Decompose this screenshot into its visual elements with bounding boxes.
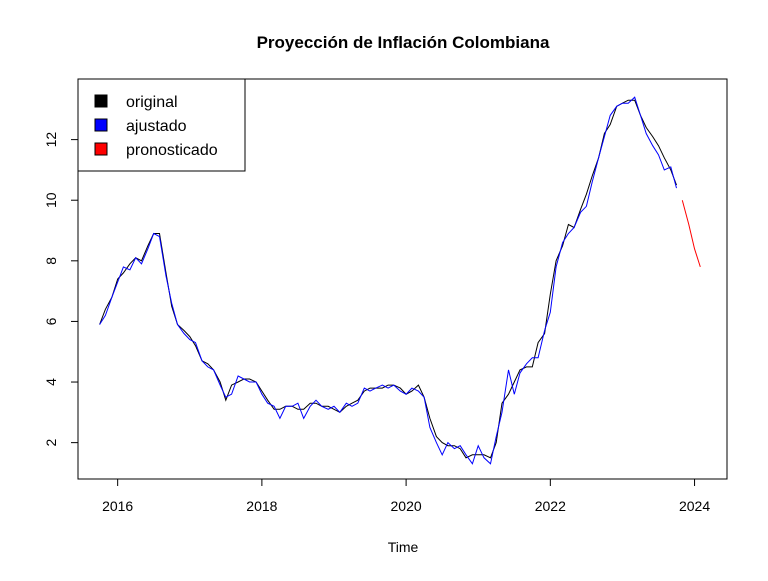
y-tick-label: 10 [43,192,59,208]
x-tick-label: 2018 [246,498,277,514]
legend-entry-pronosticado: pronosticado [94,142,218,159]
legend-entry-ajustado: ajustado [94,118,187,135]
y-tick-label: 6 [43,317,59,325]
x-tick-label: 2016 [102,498,133,514]
legend-swatch-original [94,94,108,108]
x-axis: 2016 2018 2020 2022 2024 [102,478,710,514]
legend-swatch-ajustado [94,118,108,132]
legend-entry-original: original [94,94,178,111]
series-line-pronosticado [681,200,701,268]
x-tick-label: 2020 [391,498,422,514]
chart-title: Proyección de Inflación Colombiana [257,33,550,52]
series-line-original [99,99,677,459]
y-tick-label: 12 [43,132,59,148]
legend-swatch-pronosticado [94,142,108,156]
x-tick-label: 2024 [679,498,710,514]
x-axis-label: Time [388,539,419,555]
series-layer [99,96,701,465]
y-tick-label: 2 [43,439,59,447]
series-line-ajustado [99,96,677,465]
y-axis: 2 4 6 8 10 12 [43,132,79,447]
y-tick-label: 4 [43,378,59,386]
x-tick-label: 2022 [535,498,566,514]
legend: original ajustado pronosticado [77,78,246,172]
y-tick-label: 8 [43,257,59,265]
legend-label-pronosticado: pronosticado [126,142,218,159]
legend-label-ajustado: ajustado [126,118,187,135]
legend-label-original: original [126,94,178,111]
